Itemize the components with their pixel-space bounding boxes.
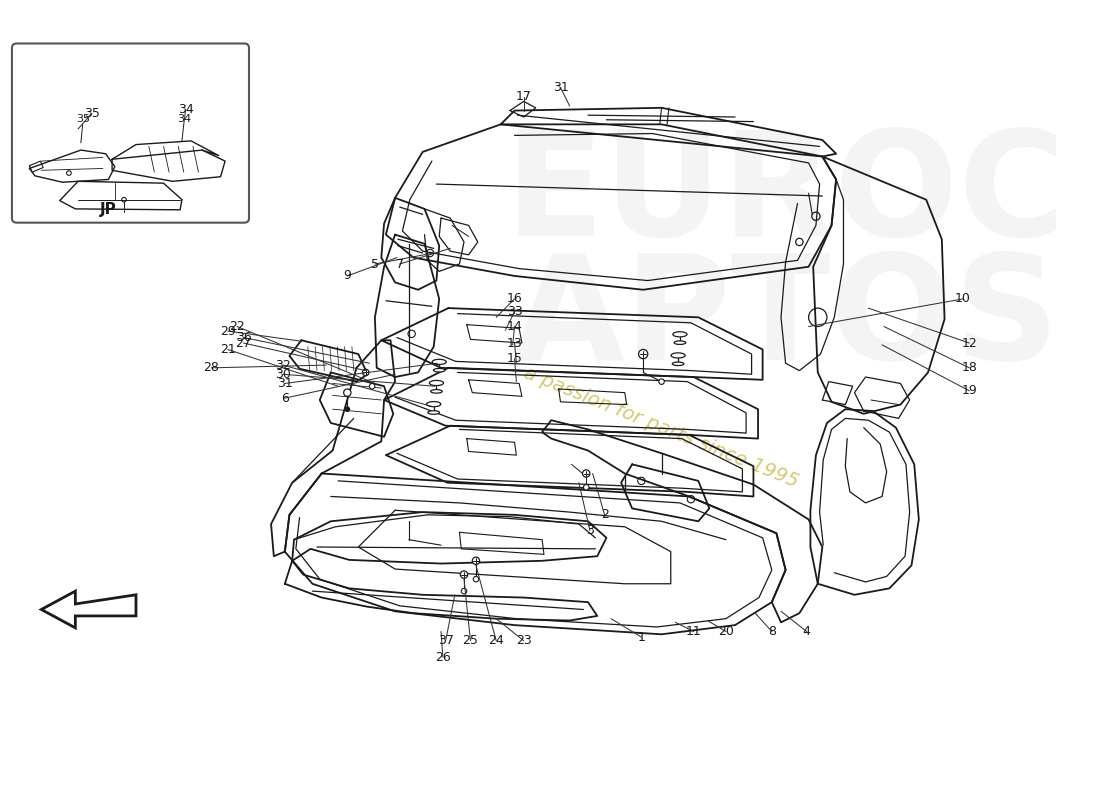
Text: 31: 31 [552, 81, 569, 94]
Text: 5: 5 [371, 258, 378, 270]
Text: 21: 21 [220, 343, 235, 356]
Circle shape [659, 379, 664, 384]
Ellipse shape [431, 390, 442, 393]
Text: 1: 1 [637, 630, 646, 643]
Ellipse shape [432, 359, 447, 365]
Circle shape [460, 571, 467, 578]
Ellipse shape [671, 353, 685, 358]
Text: 31: 31 [277, 377, 293, 390]
Ellipse shape [428, 410, 440, 414]
Text: JP: JP [100, 202, 117, 218]
Ellipse shape [433, 369, 446, 372]
Ellipse shape [427, 402, 441, 406]
Text: 11: 11 [685, 625, 702, 638]
Text: 26: 26 [434, 650, 451, 664]
Text: 29: 29 [220, 325, 235, 338]
Circle shape [345, 407, 350, 411]
Text: 24: 24 [488, 634, 504, 647]
Text: a passion for parts since 1995: a passion for parts since 1995 [521, 363, 802, 491]
Text: 3: 3 [586, 524, 594, 537]
Text: 34: 34 [177, 114, 190, 124]
Text: 32: 32 [275, 358, 290, 371]
Circle shape [583, 470, 590, 477]
Text: 12: 12 [961, 337, 977, 350]
Circle shape [639, 350, 648, 358]
Circle shape [583, 485, 588, 490]
Circle shape [343, 389, 351, 396]
Ellipse shape [674, 341, 685, 345]
Text: 22: 22 [229, 320, 245, 333]
Circle shape [473, 577, 478, 582]
Text: 4: 4 [803, 625, 811, 638]
Text: 9: 9 [343, 270, 351, 282]
Ellipse shape [673, 332, 688, 337]
Text: 7: 7 [396, 258, 404, 270]
FancyBboxPatch shape [12, 43, 249, 222]
Text: 28: 28 [204, 362, 219, 374]
Text: 35: 35 [84, 107, 100, 120]
Text: 14: 14 [507, 320, 522, 333]
Text: 17: 17 [516, 90, 531, 103]
Text: 35: 35 [76, 114, 90, 124]
Circle shape [461, 588, 466, 594]
Text: 23: 23 [516, 634, 531, 647]
Text: 33: 33 [507, 306, 522, 318]
Text: 8: 8 [768, 625, 776, 638]
Text: EUROC
APTOS: EUROC APTOS [505, 125, 1066, 390]
Text: 13: 13 [507, 337, 522, 350]
Text: 15: 15 [507, 352, 522, 365]
Text: 30: 30 [275, 368, 290, 381]
Text: 36: 36 [235, 331, 252, 344]
Text: 34: 34 [178, 103, 194, 116]
Text: 16: 16 [507, 293, 522, 306]
Text: 18: 18 [961, 362, 977, 374]
Text: 20: 20 [718, 625, 734, 638]
Text: 27: 27 [235, 337, 252, 350]
Text: 6: 6 [280, 392, 289, 405]
Ellipse shape [672, 362, 684, 366]
Circle shape [370, 383, 375, 389]
Text: 10: 10 [955, 293, 971, 306]
Ellipse shape [429, 381, 443, 386]
Text: 19: 19 [961, 384, 977, 398]
Text: 25: 25 [462, 634, 478, 647]
Polygon shape [42, 591, 136, 628]
Circle shape [363, 370, 368, 376]
Text: 2: 2 [601, 508, 608, 522]
Text: 37: 37 [438, 634, 453, 647]
Circle shape [472, 557, 480, 565]
